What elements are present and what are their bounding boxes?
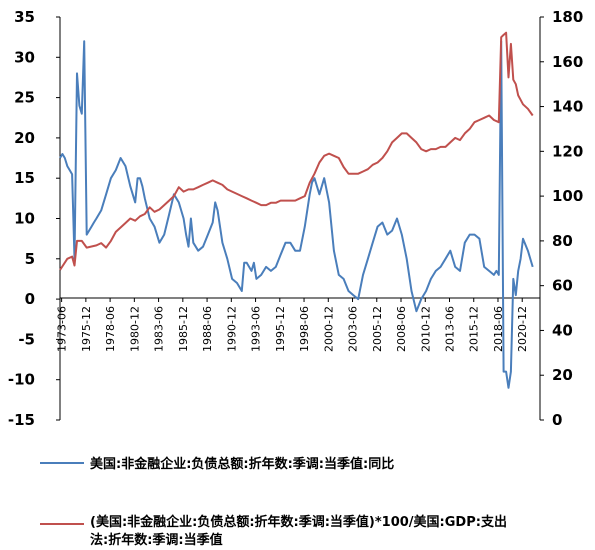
x-tick-label: 2018-06: [492, 306, 505, 352]
x-tick-label: 1980-12: [128, 306, 141, 352]
legend-item-ratio: (美国:非金融企业:负债总额:折年数:季调:当季值)*100/美国:GDP:支出…: [40, 514, 585, 550]
left-tick-label: -15: [8, 411, 35, 429]
x-tick-label: 1978-06: [104, 306, 117, 352]
right-tick-label: 20: [552, 366, 573, 384]
right-tick-label: 0: [552, 411, 562, 429]
right-tick-label: 80: [552, 232, 573, 250]
x-tick-label: 2003-06: [347, 306, 360, 352]
right-tick-label: 100: [552, 187, 583, 205]
left-tick-label: -5: [18, 330, 35, 348]
x-tick-label: 2000-12: [322, 306, 335, 352]
legend-label-ratio-line2: 法:折年数:季调:当季值: [90, 533, 223, 548]
series-line-growth: [59, 40, 534, 389]
left-tick-label: 0: [25, 290, 35, 308]
left-tick-label: -10: [8, 371, 35, 389]
x-tick-label: 1995-12: [274, 306, 287, 352]
left-tick-label: 30: [14, 48, 35, 66]
x-tick-label: 2008-06: [395, 306, 408, 352]
x-tick-label: 1993-06: [250, 306, 263, 352]
left-tick-label: 35: [14, 8, 35, 26]
right-tick-label: 40: [552, 321, 573, 339]
legend-swatch-blue: [40, 461, 84, 464]
x-tick-label: 1990-12: [225, 306, 238, 352]
right-tick-label: 60: [552, 277, 573, 295]
right-tick-label: 180: [552, 8, 583, 26]
right-tick-label: 120: [552, 142, 583, 160]
x-tick-label: 2020-12: [516, 306, 529, 352]
left-tick-label: 5: [25, 250, 35, 268]
right-tick-label: 140: [552, 98, 583, 116]
x-tick-label: 1973-06: [56, 306, 69, 352]
x-tick-label: 1988-06: [201, 306, 214, 352]
x-tick-label: 1983-06: [153, 306, 166, 352]
legend-label-growth: 美国:非金融企业:负债总额:折年数:季调:当季值:同比: [90, 457, 395, 472]
left-tick-label: 20: [14, 129, 35, 147]
legend-swatch-red: [40, 523, 84, 525]
left-tick-label: 10: [14, 210, 35, 228]
x-tick-label: 2015-12: [468, 306, 481, 352]
x-tick-label: 1998-06: [298, 306, 311, 352]
x-tick-label: 1985-12: [177, 306, 190, 352]
x-tick-label: 2013-06: [443, 306, 456, 352]
x-tick-label: 2005-12: [371, 306, 384, 352]
legend-item-growth: 美国:非金融企业:负债总额:折年数:季调:当季值:同比: [40, 456, 394, 474]
right-tick-label: 160: [552, 53, 583, 71]
x-tick-label: 2010-12: [419, 306, 432, 352]
left-tick-label: 15: [14, 169, 35, 187]
series-line-ratio: [59, 31, 534, 271]
legend-label-ratio-line1: (美国:非金融企业:负债总额:折年数:季调:当季值)*100/美国:GDP:支出: [90, 515, 507, 530]
x-tick-label: 1975-12: [80, 306, 93, 352]
left-tick-label: 25: [14, 89, 35, 107]
